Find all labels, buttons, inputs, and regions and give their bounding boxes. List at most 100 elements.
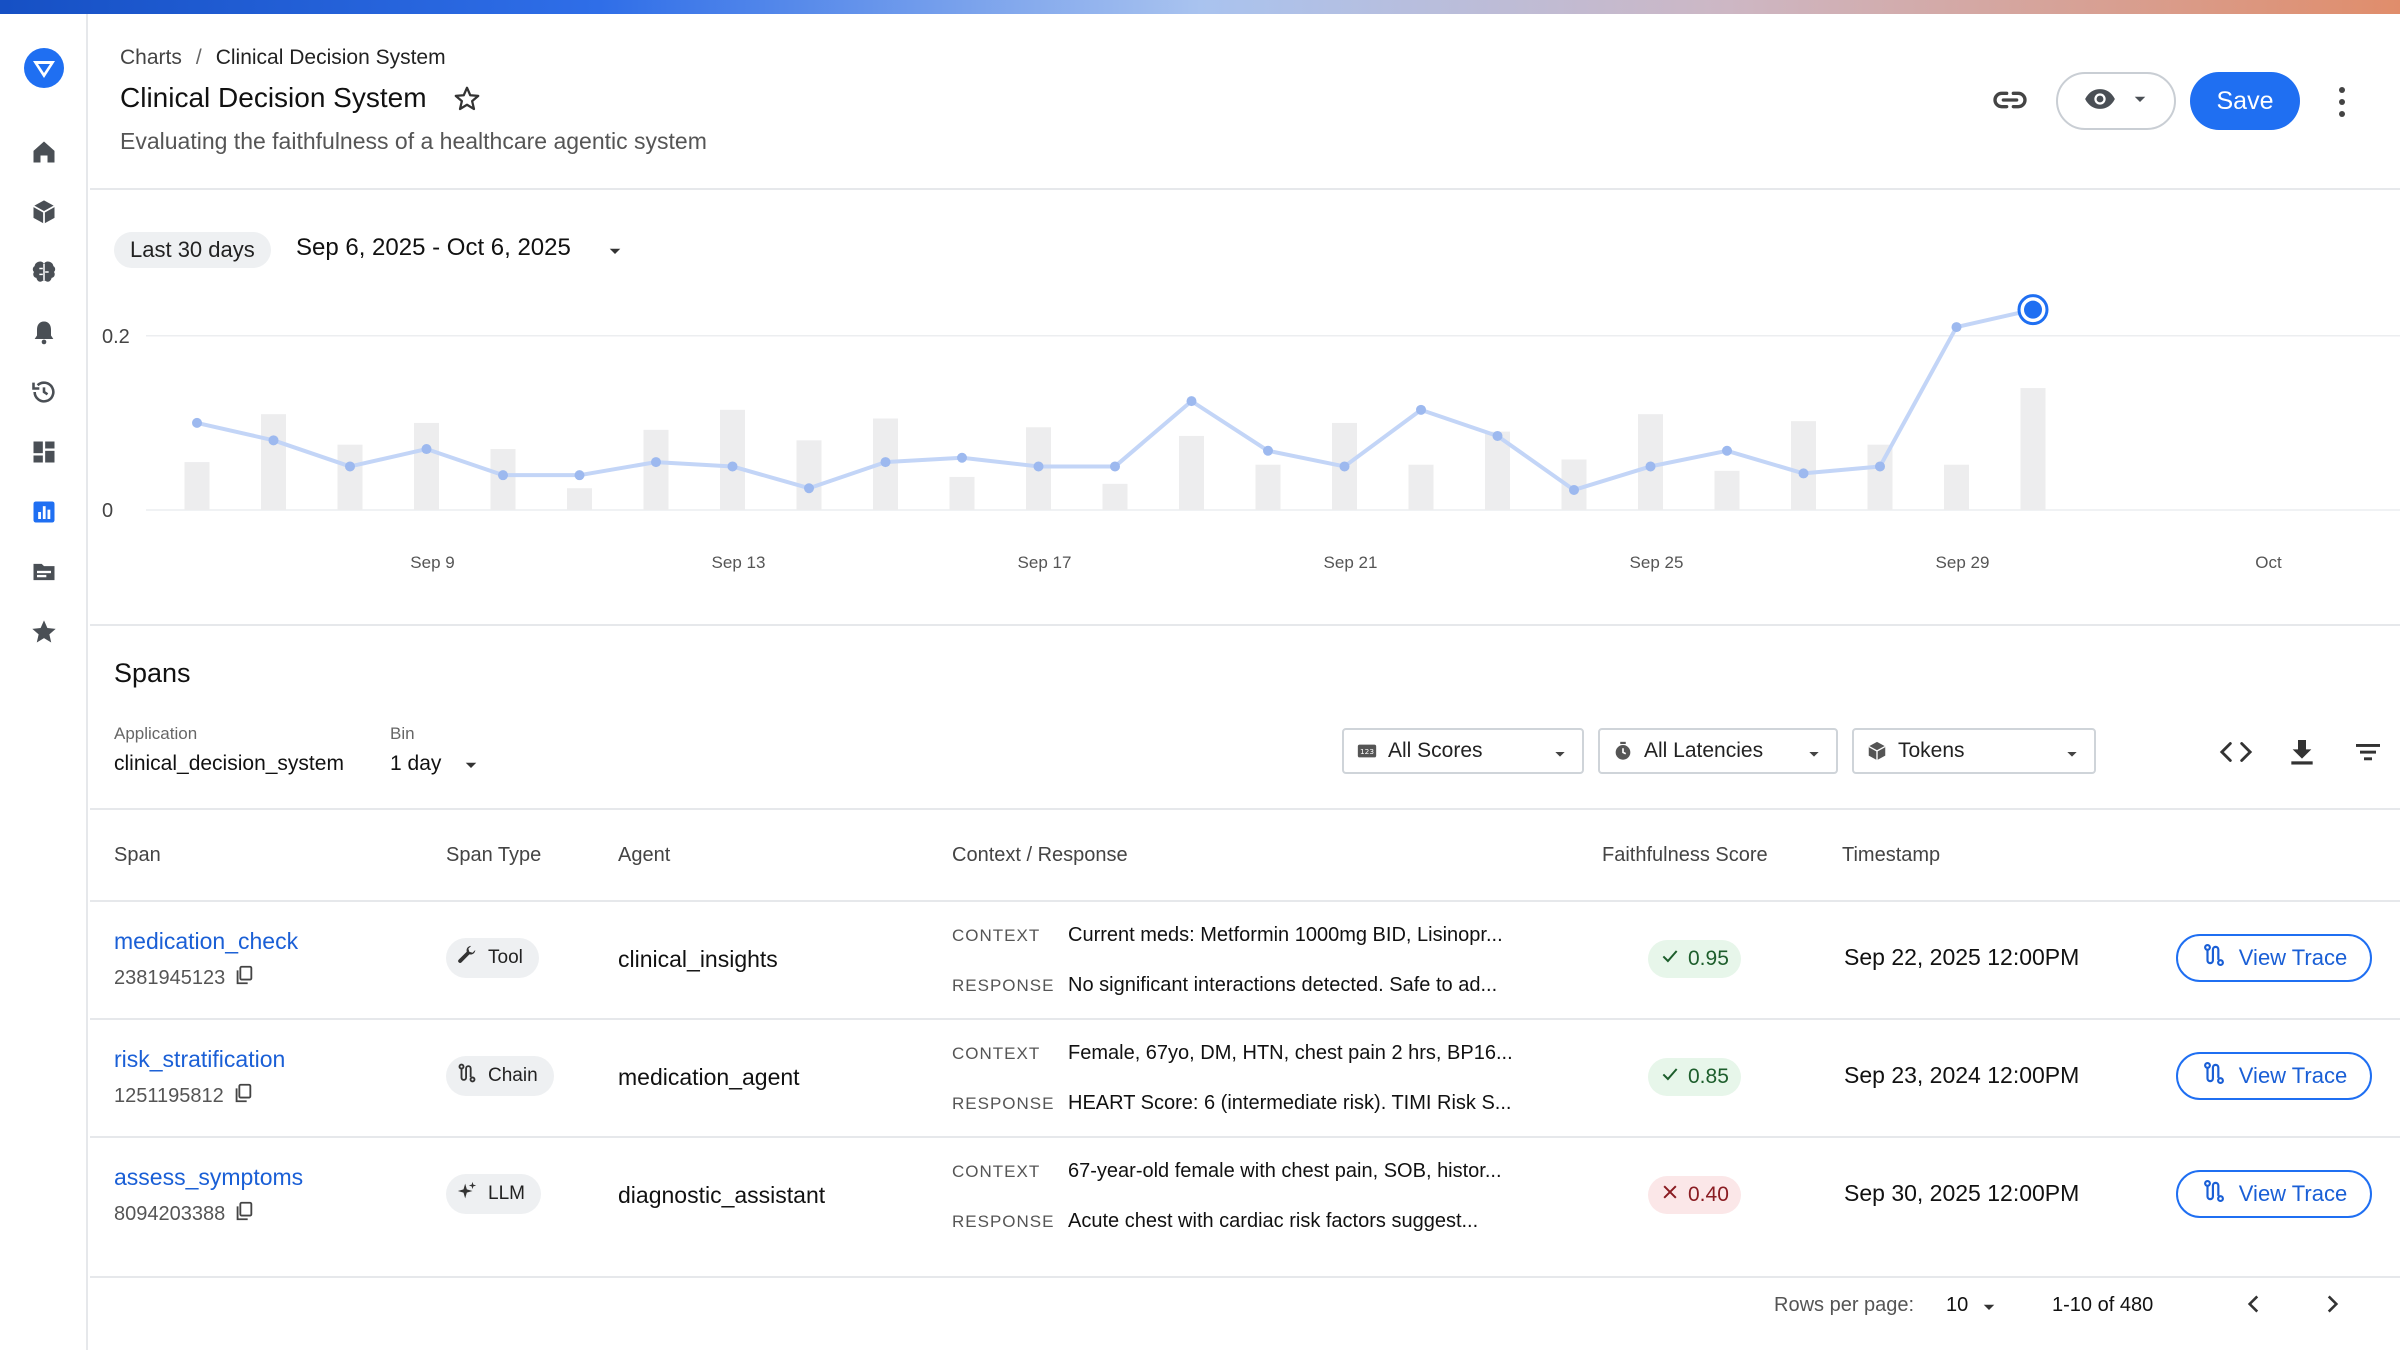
filter-icon[interactable] <box>2350 734 2386 770</box>
next-page-icon[interactable] <box>2314 1286 2350 1322</box>
spans-section: Spans Application clinical_decision_syst… <box>90 626 2400 1350</box>
number-badge-icon: 123 <box>1356 740 1378 762</box>
save-button[interactable]: Save <box>2190 72 2300 130</box>
highlighted-point <box>2024 300 2042 319</box>
eye-icon <box>2083 82 2117 121</box>
column-header-agent[interactable]: Agent <box>618 844 671 866</box>
download-icon[interactable] <box>2284 734 2320 770</box>
span-name-link[interactable]: risk_stratification <box>114 1046 286 1072</box>
data-point <box>1569 484 1579 495</box>
cube-icon[interactable] <box>26 194 62 230</box>
timestamp: Sep 23, 2024 12:00PM <box>1844 1062 2080 1088</box>
span-name-link[interactable]: assess_symptoms <box>114 1164 304 1190</box>
span-type-chip: Chain <box>446 1056 554 1096</box>
column-header-faithfulness-score[interactable]: Faithfulness Score <box>1602 844 1768 866</box>
latencies-filter-select[interactable]: All Latencies <box>1598 728 1838 774</box>
view-trace-label: View Trace <box>2238 1063 2348 1088</box>
response-label: RESPONSE <box>952 976 1055 995</box>
tokens-filter-select[interactable]: Tokens <box>1852 728 2096 774</box>
svg-text:123: 123 <box>1360 747 1374 756</box>
app-logo-icon[interactable] <box>20 44 68 92</box>
view-trace-label: View Trace <box>2238 945 2348 970</box>
chart-icon[interactable] <box>26 494 62 530</box>
latencies-filter-value: All Latencies <box>1644 739 1764 762</box>
bar <box>1867 444 1893 510</box>
data-point <box>651 457 661 468</box>
response-text: No significant interactions detected. Sa… <box>1068 974 1498 996</box>
more-options-icon[interactable] <box>2332 84 2352 120</box>
home-icon[interactable] <box>26 134 62 170</box>
bell-icon[interactable] <box>26 314 62 350</box>
star-icon[interactable] <box>26 614 62 650</box>
copy-icon[interactable] <box>233 1200 255 1228</box>
data-point <box>192 417 202 428</box>
spans-title: Spans <box>114 658 191 688</box>
bar <box>1408 464 1434 510</box>
column-header-span-type[interactable]: Span Type <box>446 844 542 866</box>
view-trace-button[interactable]: View Trace <box>2176 1052 2372 1100</box>
bar <box>643 429 669 510</box>
code-view-icon[interactable] <box>2218 734 2254 770</box>
context-label: CONTEXT <box>952 926 1041 945</box>
data-point <box>268 435 279 446</box>
faithfulness-score-badge: 0.95 <box>1648 940 1741 978</box>
view-trace-button[interactable]: View Trace <box>2176 1170 2372 1218</box>
context-text: Current meds: Metformin 1000mg BID, Lisi… <box>1068 924 1503 946</box>
agent-name: diagnostic_assistant <box>618 1182 826 1208</box>
scores-filter-select[interactable]: 123 All Scores <box>1342 728 1584 774</box>
application-filter-value[interactable]: clinical_decision_system <box>114 752 344 775</box>
timer-icon <box>1612 740 1634 762</box>
data-point <box>1492 430 1503 441</box>
favorite-star-icon[interactable] <box>452 84 486 118</box>
copy-link-icon[interactable] <box>1990 80 2036 120</box>
scores-filter-value: All Scores <box>1388 739 1483 762</box>
breadcrumb-parent-link[interactable]: Charts <box>120 46 182 69</box>
data-point <box>1263 445 1273 456</box>
view-trace-button[interactable]: View Trace <box>2176 934 2372 982</box>
chevron-down-icon[interactable] <box>462 756 480 774</box>
copy-icon[interactable] <box>232 1082 254 1110</box>
rows-per-page-value[interactable]: 10 <box>1946 1294 1969 1316</box>
x-tick-label: Sep 25 <box>1630 553 1684 572</box>
data-point <box>1875 461 1885 472</box>
y-tick-label: 0 <box>102 500 113 522</box>
breadcrumb-current: Clinical Decision System <box>215 46 446 69</box>
brain-icon[interactable] <box>26 254 62 290</box>
copy-icon[interactable] <box>233 964 255 992</box>
data-point <box>1339 461 1350 472</box>
bar <box>1714 470 1740 510</box>
visibility-dropdown-button[interactable] <box>2056 72 2176 130</box>
chevron-down-icon[interactable] <box>606 242 624 260</box>
x-tick-label: Sep 29 <box>1936 553 1990 572</box>
span-type-label: Tool <box>488 947 523 968</box>
trace-icon <box>2201 1178 2227 1210</box>
faithfulness-score-badge: 0.40 <box>1648 1176 1741 1214</box>
agent-name: medication_agent <box>618 1064 800 1090</box>
bar <box>1102 483 1128 510</box>
page-subtitle: Evaluating the faithfulness of a healthc… <box>120 128 707 154</box>
x-tick-label: Sep 21 <box>1324 553 1378 572</box>
bin-filter-label: Bin <box>390 724 415 743</box>
column-header-span[interactable]: Span <box>114 844 161 866</box>
span-type-chip: Tool <box>446 938 539 978</box>
column-header-timestamp[interactable]: Timestamp <box>1842 844 1941 866</box>
table-row[interactable]: medication_check 2381945123 Tool clinica… <box>90 902 2400 1020</box>
previous-page-icon[interactable] <box>2236 1286 2272 1322</box>
history-icon[interactable] <box>26 374 62 410</box>
column-header-context-response[interactable]: Context / Response <box>952 844 1128 866</box>
span-id: 1251195812 <box>114 1082 254 1110</box>
brand-gradient-bar <box>0 0 2400 14</box>
data-point <box>1951 322 1962 333</box>
span-name-link[interactable]: medication_check <box>114 928 299 954</box>
folder-icon[interactable] <box>26 554 62 590</box>
bin-filter-value[interactable]: 1 day <box>390 752 442 775</box>
x-tick-label: Sep 9 <box>410 553 454 572</box>
dashboard-icon[interactable] <box>26 434 62 470</box>
chevron-down-icon[interactable] <box>1980 1298 1998 1316</box>
page-header: Charts / Clinical Decision System Clinical… <box>90 14 2400 190</box>
table-row[interactable]: risk_stratification 1251195812 Chain med… <box>90 1020 2400 1138</box>
table-row[interactable]: assess_symptoms 8094203388 LLM diagnosti… <box>90 1138 2400 1278</box>
date-range-value[interactable]: Sep 6, 2025 - Oct 6, 2025 <box>296 234 571 261</box>
bar <box>414 422 439 510</box>
date-range-preset-chip[interactable]: Last 30 days <box>114 232 271 268</box>
